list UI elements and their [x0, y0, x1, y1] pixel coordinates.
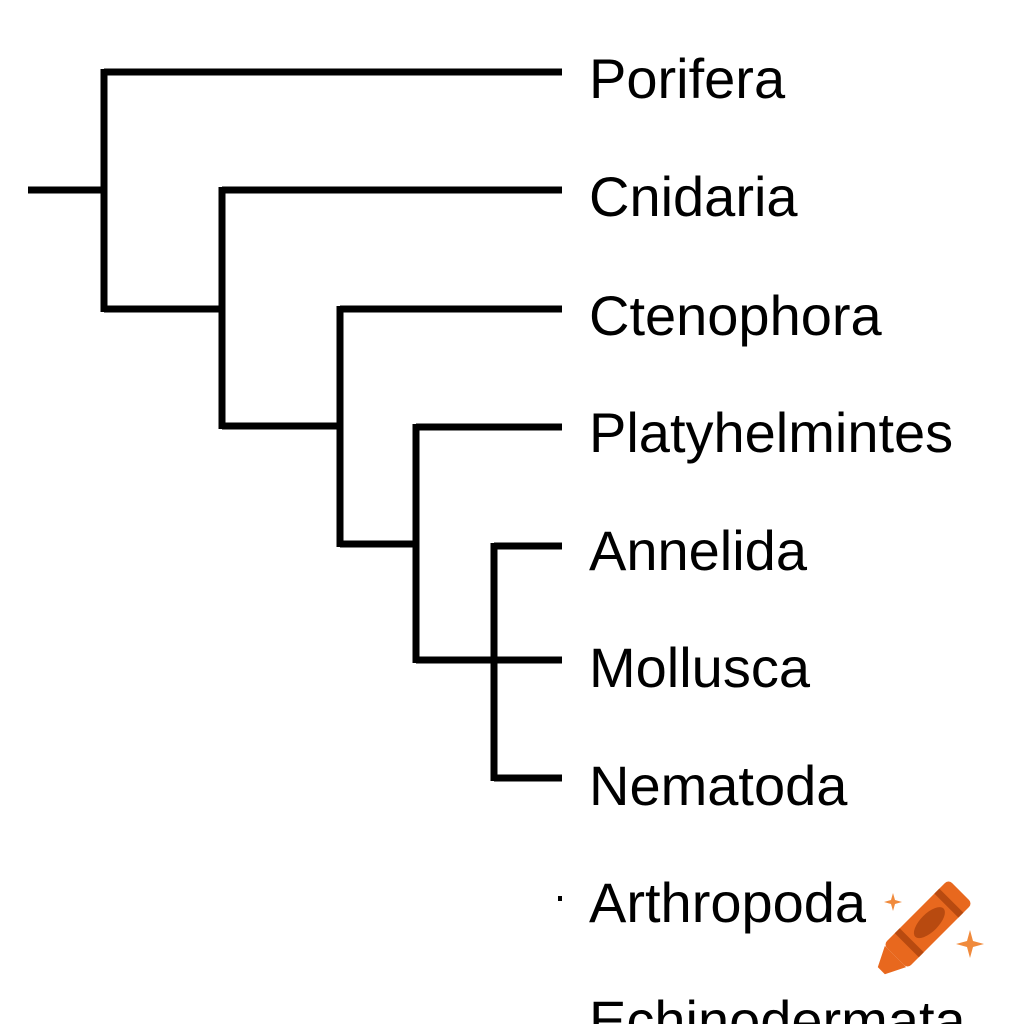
crayon-icon-band — [934, 888, 964, 918]
crayon-icon — [877, 881, 984, 975]
taxon-label-cnidaria: Cnidaria — [589, 165, 798, 228]
taxon-label-ctenophora: Ctenophora — [589, 284, 883, 347]
tree-branches — [28, 68, 562, 901]
taxon-label-porifera: Porifera — [589, 47, 786, 110]
taxon-labels: Porifera Cnidaria Ctenophora Platyhelmin… — [589, 47, 967, 1024]
taxon-label-echinodermata: Echinodermata — [589, 989, 967, 1024]
taxon-label-annelida: Annelida — [589, 519, 808, 582]
sparkle-icon — [956, 930, 984, 958]
sparkle-icon — [884, 893, 902, 911]
taxon-label-platyhelmintes: Platyhelmintes — [589, 401, 953, 464]
crayon-icon-tip — [877, 945, 907, 975]
taxon-label-arthropoda: Arthropoda — [589, 871, 867, 934]
branch-arthropoda-stub — [558, 896, 562, 901]
crayon-icon-band — [894, 928, 924, 958]
crayon-icon-label — [913, 907, 945, 939]
taxon-label-nematoda: Nematoda — [589, 754, 848, 817]
taxon-label-mollusca: Mollusca — [589, 636, 811, 699]
